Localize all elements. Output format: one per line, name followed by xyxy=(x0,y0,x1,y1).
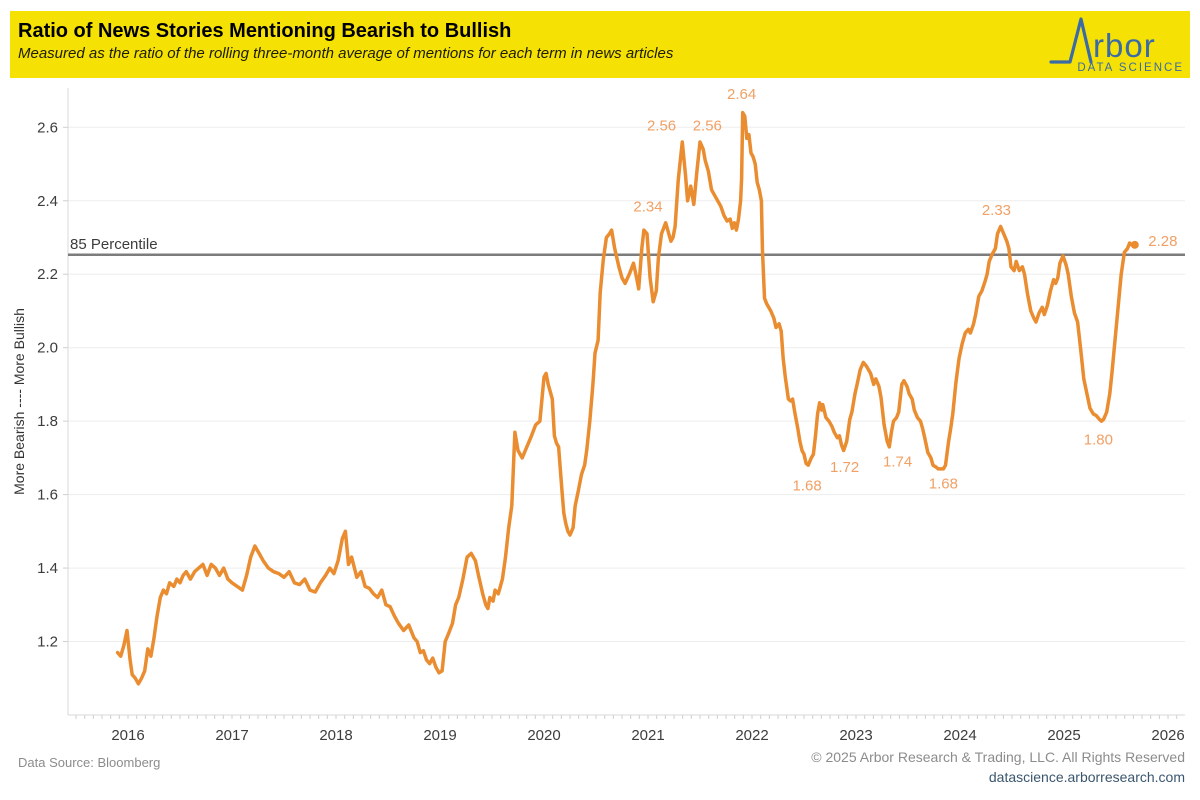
value-annotation: 1.80 xyxy=(1084,432,1113,449)
x-tick-label: 2026 xyxy=(1151,727,1184,744)
value-annotation: 2.56 xyxy=(693,117,722,134)
logo-brand-text: rbor xyxy=(1093,27,1156,64)
footer-right: © 2025 Arbor Research & Trading, LLC. Al… xyxy=(811,748,1185,787)
y-tick-label: 2.0 xyxy=(37,340,58,357)
y-tick-label: 1.4 xyxy=(37,560,58,577)
x-tick-label: 2019 xyxy=(423,727,456,744)
website-link[interactable]: datascience.arborresearch.com xyxy=(988,769,1185,785)
y-tick-label: 1.8 xyxy=(37,413,58,430)
value-annotation: 2.34 xyxy=(633,198,662,215)
percentile-ref-label: 85 Percentile xyxy=(70,236,158,253)
y-tick-label: 2.4 xyxy=(37,193,58,210)
arbor-logo-graphic: rbor DATA SCIENCE xyxy=(1049,17,1184,74)
x-tick-label: 2017 xyxy=(215,727,248,744)
y-tick-label: 2.6 xyxy=(37,119,58,136)
value-annotation: 1.68 xyxy=(929,476,958,493)
value-annotation: 1.72 xyxy=(830,459,859,476)
x-tick-label: 2022 xyxy=(735,727,768,744)
x-tick-label: 2018 xyxy=(319,727,352,744)
series-end-marker xyxy=(1130,240,1139,249)
x-tick-label: 2024 xyxy=(943,727,976,744)
value-annotation: 2.33 xyxy=(982,202,1011,219)
arbor-logo: rbor DATA SCIENCE xyxy=(1049,14,1187,76)
y-tick-label: 1.2 xyxy=(37,634,58,651)
mountain-peak-icon xyxy=(1049,17,1093,64)
value-annotation: 2.56 xyxy=(647,117,676,134)
x-tick-label: 2021 xyxy=(631,727,664,744)
y-axis-title: More Bearish ---- More Bullish xyxy=(11,308,27,495)
x-tick-label: 2016 xyxy=(111,727,144,744)
x-tick-label: 2020 xyxy=(527,727,560,744)
copyright-note: © 2025 Arbor Research & Trading, LLC. Al… xyxy=(811,749,1185,765)
value-annotation: 2.28 xyxy=(1148,233,1177,250)
x-tick-label: 2025 xyxy=(1047,727,1080,744)
header-banner: Ratio of News Stories Mentioning Bearish… xyxy=(10,11,1190,78)
value-annotation: 1.74 xyxy=(883,454,912,471)
value-annotation: 2.64 xyxy=(727,86,756,103)
ratio-line-series xyxy=(115,110,1137,686)
page-title: Ratio of News Stories Mentioning Bearish… xyxy=(18,20,512,42)
y-tick-label: 2.2 xyxy=(37,266,58,283)
y-tick-label: 1.6 xyxy=(37,487,58,504)
logo-sub-text: DATA SCIENCE xyxy=(1077,62,1184,74)
data-source-note: Data Source: Bloomberg xyxy=(18,755,161,770)
value-annotation: 1.68 xyxy=(793,477,822,494)
page-subtitle: Measured as the ratio of the rolling thr… xyxy=(18,45,674,62)
x-tick-label: 2023 xyxy=(839,727,872,744)
